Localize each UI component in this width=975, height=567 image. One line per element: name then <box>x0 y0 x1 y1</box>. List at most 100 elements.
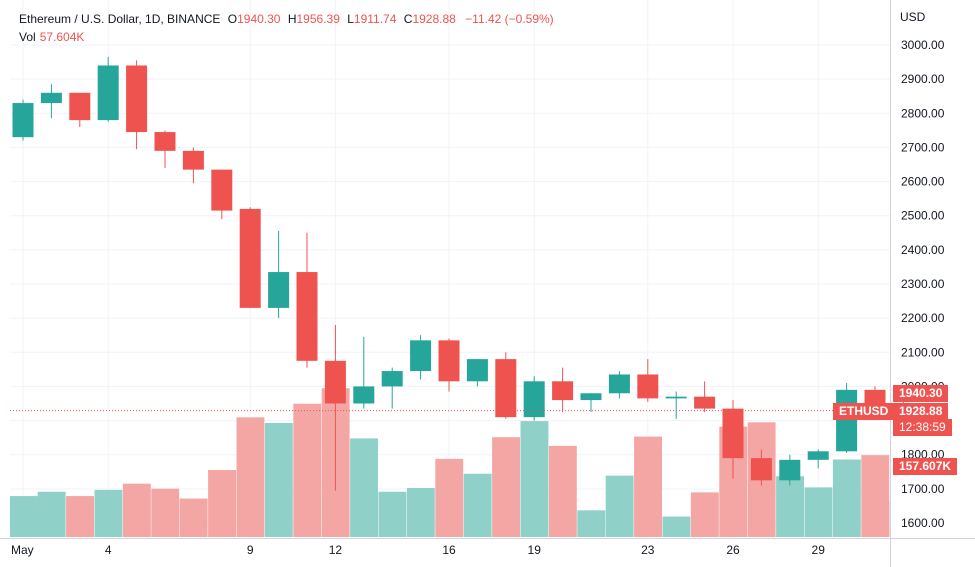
volume-bar <box>662 516 691 537</box>
price-tick-label: 3000.00 <box>901 38 945 52</box>
candle-body <box>381 371 403 387</box>
candle-body <box>637 374 659 399</box>
price-tick-label: 1600.00 <box>901 516 945 530</box>
volume-bar <box>776 476 804 537</box>
candlesticks <box>12 56 914 491</box>
volume-tag: 157.607K <box>893 458 958 475</box>
volume-bar <box>151 488 180 537</box>
candle-body <box>182 150 204 170</box>
symbol-tag: ETHUSD <box>833 403 895 420</box>
price-tick-label: 2900.00 <box>901 72 945 86</box>
volume-bar <box>37 491 66 537</box>
candle-body <box>410 340 432 372</box>
time-tick-label: 9 <box>247 543 254 557</box>
candle-body <box>12 103 34 138</box>
candle-body <box>296 272 318 361</box>
volume-bar <box>179 498 208 537</box>
volume-bar <box>492 437 520 537</box>
volume-bar <box>577 510 606 537</box>
candle-body <box>69 92 91 121</box>
time-tick-label: 12 <box>329 543 343 557</box>
time-tick-label: 29 <box>812 543 826 557</box>
candle-body <box>694 396 716 409</box>
time-tick-label: 16 <box>442 543 456 557</box>
candle-body <box>324 360 346 404</box>
candle-body <box>126 65 148 133</box>
price-tick-label: 1700.00 <box>901 482 945 496</box>
volume-bar <box>435 458 464 537</box>
volume-bar <box>520 421 549 537</box>
low-value: 1911.74 <box>353 12 397 26</box>
legend-row-ohlc: Ethereum / U.S. Dollar, 1D, BINANCE O194… <box>19 10 554 28</box>
chart-legend: Ethereum / U.S. Dollar, 1D, BINANCE O194… <box>19 10 554 46</box>
time-axis-ticks: May 4 9 12 16 19 23 26 29 <box>11 543 825 557</box>
candle-body <box>466 359 488 382</box>
volume-bar <box>264 422 293 537</box>
volume-bar <box>378 491 407 537</box>
high-value: 1956.39 <box>296 12 340 26</box>
candle-body <box>779 459 801 481</box>
price-tick-label: 2700.00 <box>901 140 945 154</box>
close-value: 1928.88 <box>412 12 456 26</box>
volume-bar <box>832 459 861 537</box>
volume-bar <box>293 403 322 537</box>
price-tick-label: 2300.00 <box>901 277 945 291</box>
time-tick-label: 26 <box>726 543 740 557</box>
time-tick-label: 19 <box>528 543 542 557</box>
candle-body <box>552 381 574 401</box>
volume-bar <box>122 483 151 537</box>
candle-body <box>608 374 630 394</box>
open-value: 1940.30 <box>237 12 281 26</box>
last-price-tag: 1928.88 <box>893 403 949 420</box>
volume-bar <box>861 455 890 537</box>
candle-body <box>40 92 62 104</box>
price-tick-label: 2500.00 <box>901 209 945 223</box>
candle-body <box>665 396 687 399</box>
open-label: O <box>227 12 238 26</box>
volume-bar <box>548 445 577 537</box>
candle-body <box>580 393 602 401</box>
low-label: L <box>347 12 354 26</box>
candle-body <box>154 132 176 151</box>
volume-bar <box>634 436 662 537</box>
volume-value: 57.604K <box>39 30 85 44</box>
candle-body <box>438 340 460 382</box>
candle-body <box>211 169 233 211</box>
candle-body <box>239 208 261 308</box>
volume-bar <box>406 488 435 537</box>
time-tick-label: 23 <box>641 543 655 557</box>
price-axis-ticks: 3000.00 2900.00 2800.00 2700.00 2600.00 2500.… <box>901 38 945 530</box>
volume-bars <box>10 388 890 537</box>
price-tick-label: 2200.00 <box>901 311 945 325</box>
legend-row-volume: Vol 57.604K <box>19 28 554 46</box>
countdown-tag: 12:38:59 <box>893 419 952 436</box>
volume-bar <box>690 492 719 537</box>
symbol-label: Ethereum / U.S. Dollar, 1D, BINANCE <box>19 12 221 26</box>
volume-bar <box>463 473 492 537</box>
candle-body <box>97 65 119 121</box>
candle-body <box>807 451 829 460</box>
candle-body <box>268 272 290 308</box>
candle-body <box>353 386 375 404</box>
price-axis-unit[interactable]: USD <box>900 10 926 24</box>
candle-body <box>722 408 744 459</box>
price-tick-label: 2400.00 <box>901 243 945 257</box>
time-tick-label: 4 <box>105 543 112 557</box>
change-value: −11.42 (−0.59%) <box>465 12 554 26</box>
price-tick-label: 2100.00 <box>901 345 945 359</box>
candle-body <box>495 359 517 418</box>
open-price-tag: 1940.30 <box>893 385 949 402</box>
high-label: H <box>287 12 297 26</box>
volume-bar <box>66 496 94 537</box>
candle-body <box>523 381 545 418</box>
time-tick-label: May <box>11 543 34 557</box>
price-tick-label: 2600.00 <box>901 175 945 189</box>
volume-bar <box>804 487 833 537</box>
close-label: C <box>403 12 413 26</box>
volume-bar <box>208 470 236 537</box>
volume-bar <box>605 475 634 537</box>
volume-bar <box>10 496 38 537</box>
candle-body <box>836 389 858 452</box>
